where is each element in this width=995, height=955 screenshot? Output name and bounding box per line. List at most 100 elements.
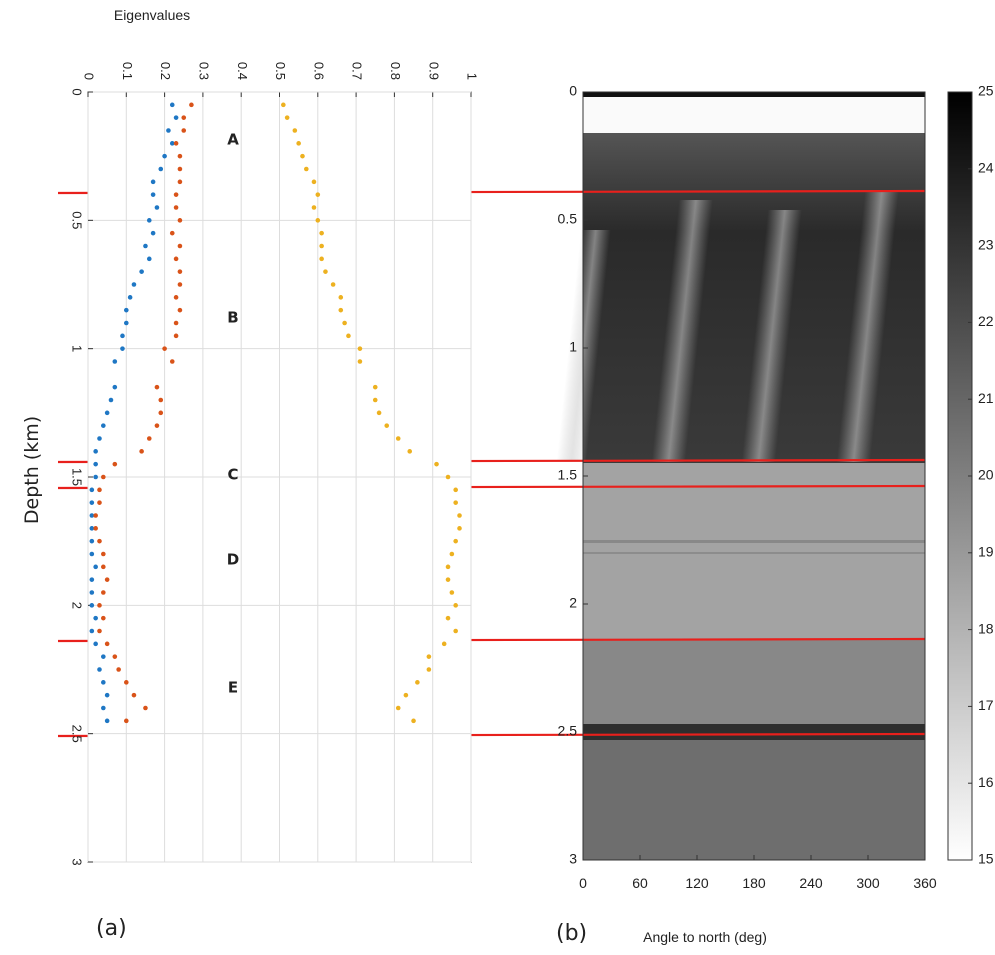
data-point	[453, 628, 458, 634]
zone-label: A	[227, 131, 239, 149]
data-point	[104, 718, 110, 724]
data-point	[146, 256, 152, 262]
x-tick-label: 0.3	[196, 62, 211, 80]
data-point	[116, 667, 121, 672]
data-point	[453, 538, 458, 544]
data-point	[143, 243, 148, 249]
data-point	[457, 526, 462, 531]
data-point	[300, 153, 305, 159]
data-point	[131, 282, 137, 287]
data-point	[89, 500, 95, 505]
data-point	[101, 551, 106, 557]
data-point	[101, 423, 106, 428]
radar-image	[556, 92, 925, 860]
data-point	[449, 551, 455, 557]
data-point	[127, 295, 133, 300]
data-point	[311, 179, 317, 185]
colorbar-tick-label: 15	[978, 851, 994, 867]
data-point	[323, 269, 328, 274]
data-point	[453, 500, 458, 505]
data-point	[315, 218, 321, 223]
y-tick-label: 0.5	[70, 211, 85, 229]
data-point	[177, 243, 183, 249]
x-tick-label: 120	[685, 875, 709, 891]
y-tick-label: 0	[70, 88, 85, 95]
data-point	[108, 397, 114, 403]
data-point	[101, 474, 106, 480]
data-point	[173, 192, 179, 197]
data-point	[376, 410, 382, 416]
y-tick-label: 2.5	[558, 723, 578, 739]
data-point	[449, 590, 455, 595]
data-point	[166, 128, 171, 133]
x-tick-label: 180	[742, 875, 766, 891]
panel-label: (a)	[96, 916, 127, 941]
data-point	[89, 577, 95, 582]
y-tick-label: 2.5	[70, 725, 85, 743]
data-point	[93, 513, 98, 518]
data-point	[372, 397, 378, 403]
data-point	[173, 256, 179, 262]
data-point	[93, 615, 98, 621]
zone-label: E	[228, 679, 238, 697]
data-point	[315, 192, 321, 197]
data-point	[177, 218, 183, 223]
data-point	[445, 474, 451, 480]
data-point	[89, 603, 95, 608]
colorbar-tick-label: 20	[978, 467, 994, 483]
data-point	[112, 384, 118, 390]
data-point	[338, 307, 344, 313]
data-point	[357, 346, 363, 351]
x-tick-label: 1	[465, 73, 480, 80]
colorbar-tick-label: 25	[978, 83, 994, 99]
data-point	[457, 513, 462, 518]
colorbar-tick-label: 24	[978, 160, 994, 176]
data-point	[104, 641, 110, 647]
y-tick-label: 3	[70, 858, 85, 865]
data-point	[162, 153, 167, 159]
data-point	[395, 436, 401, 441]
data-point	[445, 564, 451, 570]
data-point	[181, 115, 187, 120]
data-point	[101, 564, 106, 570]
y-tick-label: 1	[569, 339, 577, 355]
data-point	[304, 166, 309, 172]
data-point	[453, 603, 458, 608]
data-point	[97, 628, 102, 634]
data-point	[296, 141, 301, 146]
data-point	[169, 102, 175, 108]
x-tick-label: 0.9	[426, 62, 441, 80]
data-point	[395, 705, 401, 711]
y-tick-label: 1	[70, 345, 85, 352]
data-point	[411, 718, 416, 724]
x-tick-label: 0	[579, 875, 587, 891]
colorbar-tick-label: 18	[978, 620, 994, 636]
data-point	[93, 449, 98, 454]
data-point	[143, 705, 148, 711]
y-tick-label: 2	[70, 602, 85, 609]
y-tick-label: 1.5	[70, 468, 85, 486]
x-tick-label: 0.4	[235, 62, 250, 80]
colorbar-tick-label: 21	[978, 390, 994, 406]
x-tick-label: 0.8	[388, 62, 403, 80]
data-point	[101, 615, 106, 621]
data-point	[93, 461, 98, 467]
zone-label: C	[227, 466, 238, 484]
data-point	[173, 141, 179, 146]
data-point	[97, 436, 102, 441]
y-tick-label: 3	[569, 851, 577, 867]
data-point	[112, 461, 118, 467]
data-point	[150, 230, 156, 236]
data-point	[120, 333, 125, 339]
data-point	[453, 487, 458, 493]
data-point	[181, 128, 187, 133]
colorbar-tick-label: 19	[978, 544, 994, 560]
data-point	[146, 218, 152, 223]
colorbar-tick-label: 17	[978, 697, 994, 713]
data-point	[441, 641, 447, 647]
data-point	[97, 603, 102, 608]
y-tick-label: 0	[569, 83, 577, 99]
data-point	[124, 680, 129, 685]
data-point	[426, 654, 432, 659]
data-point	[97, 667, 102, 672]
